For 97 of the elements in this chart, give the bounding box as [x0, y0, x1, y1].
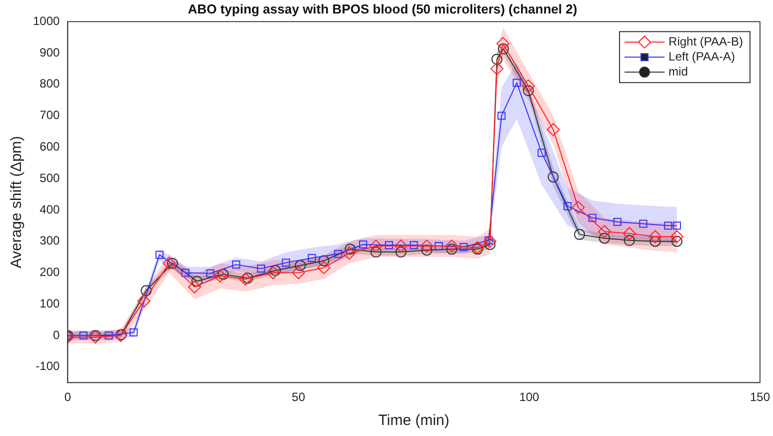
- point: [394, 240, 408, 253]
- point: [421, 244, 432, 256]
- point: [181, 268, 190, 277]
- point: [137, 294, 150, 308]
- point: [232, 260, 240, 269]
- point: [563, 202, 572, 210]
- point: [191, 276, 202, 287]
- point: [574, 228, 586, 240]
- x-tick-label: 50: [292, 390, 306, 404]
- y-tick-label: 700: [40, 108, 60, 122]
- point: [548, 171, 559, 182]
- point: [639, 220, 648, 228]
- point: [218, 268, 229, 280]
- point: [598, 225, 611, 238]
- point: [498, 43, 509, 54]
- legend-label: mid: [668, 64, 688, 78]
- point: [622, 226, 636, 240]
- point: [206, 269, 214, 278]
- point: [446, 244, 458, 255]
- point: [672, 222, 681, 230]
- point: [166, 258, 178, 269]
- y-tick-label: 900: [40, 45, 60, 60]
- point: [471, 241, 484, 254]
- y-tick-label: 400: [40, 202, 60, 216]
- point: [140, 285, 152, 296]
- point: [522, 79, 535, 92]
- point: [491, 54, 502, 65]
- point: [572, 200, 585, 214]
- x-tick-label: 150: [750, 390, 770, 404]
- point: [238, 272, 252, 286]
- y-tick-label: -100: [36, 359, 60, 374]
- y-tick-label: 800: [40, 76, 60, 91]
- y-tick-label: 0: [53, 328, 60, 342]
- point: [370, 246, 382, 258]
- point: [538, 148, 546, 157]
- y-tick-label: 500: [40, 170, 60, 185]
- point: [342, 246, 356, 260]
- point: [671, 236, 682, 247]
- point: [410, 241, 418, 250]
- point: [384, 241, 393, 250]
- point: [498, 112, 506, 120]
- point: [598, 232, 610, 244]
- y-axis-title: Average shift (Δpm): [8, 136, 26, 268]
- point: [318, 255, 330, 266]
- y-tick-label: 300: [40, 234, 60, 248]
- point: [79, 331, 88, 340]
- point: [490, 62, 504, 76]
- point: [420, 240, 434, 253]
- x-axis-title: Time (min): [378, 412, 450, 430]
- point: [460, 242, 468, 252]
- point: [188, 280, 202, 294]
- point: [546, 123, 560, 136]
- point: [334, 250, 342, 258]
- point: [130, 328, 138, 336]
- point: [395, 246, 406, 258]
- point: [242, 272, 254, 284]
- point: [496, 37, 510, 50]
- point: [369, 240, 382, 253]
- point: [344, 244, 356, 255]
- point: [624, 234, 635, 246]
- point: [88, 330, 102, 344]
- point: [484, 238, 496, 250]
- point: [214, 269, 226, 282]
- point: [282, 258, 290, 267]
- legend-label: Right (PAA-B): [668, 34, 743, 48]
- point: [257, 264, 266, 273]
- x-tick-label: 100: [519, 390, 540, 404]
- y-tick-label: 600: [40, 139, 60, 154]
- point: [648, 230, 662, 244]
- point: [294, 260, 306, 272]
- point: [588, 214, 596, 222]
- point: [317, 261, 330, 274]
- y-tick-label: 1000: [32, 14, 60, 28]
- point: [522, 85, 534, 96]
- point: [359, 240, 368, 249]
- point: [434, 242, 443, 250]
- legend-label: Left (PAA-A): [668, 49, 735, 64]
- point: [670, 230, 684, 244]
- point: [308, 254, 316, 262]
- point: [162, 256, 176, 270]
- point: [90, 330, 101, 342]
- point: [512, 78, 521, 87]
- point: [156, 250, 164, 259]
- point: [472, 244, 484, 255]
- point: [445, 240, 458, 253]
- point: [104, 331, 113, 340]
- point: [270, 265, 281, 276]
- chart-title: ABO typing assay with BPOS blood (50 microliters) (channel 2): [188, 1, 578, 16]
- x-tick-label: 0: [64, 390, 72, 404]
- point: [483, 234, 496, 248]
- y-tick-label: 200: [40, 265, 60, 280]
- point: [292, 266, 305, 280]
- y-tick-label: 100: [40, 296, 60, 310]
- point: [664, 222, 672, 230]
- point: [266, 266, 280, 280]
- point: [650, 236, 661, 247]
- point: [613, 218, 622, 226]
